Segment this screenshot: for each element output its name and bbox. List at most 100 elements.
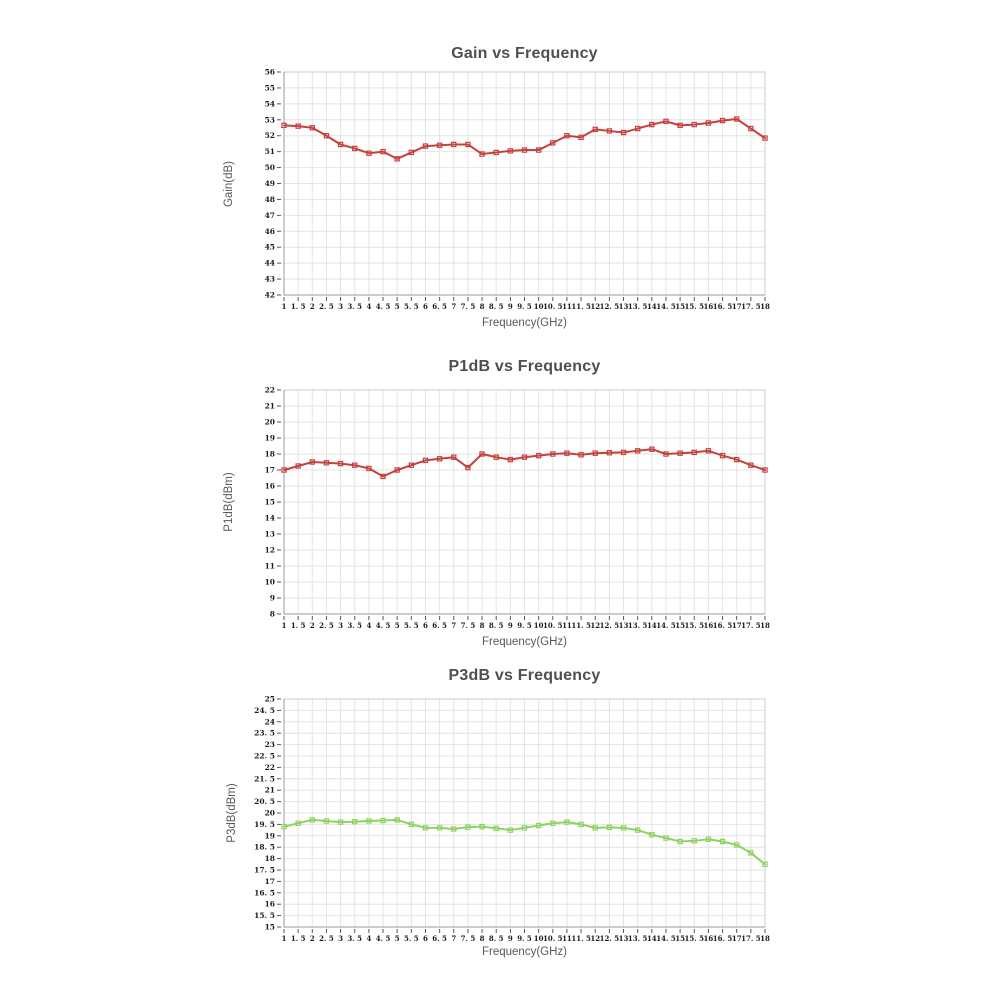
x-tick-label: 16. 5 <box>713 621 733 630</box>
x-tick-label: 13 <box>619 934 629 943</box>
x-tick-label: 11 <box>562 934 572 943</box>
x-tick-label: 3 <box>338 934 343 943</box>
x-tick-label: 10 <box>534 621 544 630</box>
x-tick-label: 10. 5 <box>543 934 563 943</box>
x-tick-label: 14. 5 <box>656 621 676 630</box>
x-tick-label: 8 <box>480 621 485 630</box>
y-tick-label: 18 <box>265 854 275 863</box>
y-tick-label: 23. 5 <box>254 729 275 738</box>
x-tick-label: 2 <box>310 302 315 311</box>
x-tick-label: 11. 5 <box>571 621 591 630</box>
chart3-y-axis-label: P3dB(dBm) <box>226 783 238 843</box>
x-tick-label: 18 <box>760 621 770 630</box>
y-ticks: 15 15. 5 16 16. 5 17 17. 5 18 18. 5 19 19. 5 20 20.… <box>254 695 281 932</box>
y-tick-label: 9 <box>270 594 275 603</box>
series-line <box>283 818 766 866</box>
y-tick-label: 54 <box>265 99 275 108</box>
x-tick-label: 10 <box>534 934 544 943</box>
y-tick-label: 15 <box>265 498 275 507</box>
x-tick-label: 7 <box>451 621 456 630</box>
x-tick-label: 7. 5 <box>461 621 476 630</box>
y-tick-label: 16 <box>265 482 275 491</box>
x-tick-label: 9 <box>508 302 513 311</box>
x-tick-label: 16 <box>704 934 714 943</box>
x-tick-label: 17 <box>732 621 742 630</box>
x-tick-label: 3. 5 <box>347 621 362 630</box>
x-ticks: 1 1. 5 2 2. 5 3 3. 5 4 4. 5 5 5. 5 6 6. 5 7 7. 5 8 8. 5… <box>282 297 770 311</box>
x-tick-label: 17. 5 <box>741 302 761 311</box>
x-tick-label: 14 <box>647 934 657 943</box>
x-tick-label: 18 <box>760 934 770 943</box>
y-tick-label: 25 <box>265 695 275 704</box>
x-tick-label: 9. 5 <box>517 621 532 630</box>
y-ticks: 42 43 44 45 46 47 48 49 50 51 52 53 54 55 56 <box>265 68 281 300</box>
y-tick-label: 20 <box>265 418 275 427</box>
x-tick-label: 1. 5 <box>291 621 306 630</box>
series-line <box>283 117 766 160</box>
x-tick-label: 2 <box>310 934 315 943</box>
x-tick-label: 8. 5 <box>489 934 504 943</box>
chart2-y-axis-label: P1dB(dBm) <box>223 472 235 532</box>
series-p1db <box>281 446 768 480</box>
x-tick-label: 17 <box>732 302 742 311</box>
x-tick-label: 6. 5 <box>432 302 447 311</box>
x-tick-label: 11 <box>562 621 572 630</box>
chart3-x-axis-label: Frequency(GHz) <box>482 946 567 958</box>
y-tick-label: 14 <box>265 514 275 523</box>
y-tick-label: 20 <box>265 809 275 818</box>
y-tick-label: 13 <box>265 530 275 539</box>
x-tick-label: 1 <box>282 934 287 943</box>
x-tick-label: 4 <box>366 934 371 943</box>
x-tick-label: 8. 5 <box>489 302 504 311</box>
x-tick-label: 2 <box>310 621 315 630</box>
y-tick-label: 21 <box>265 402 275 411</box>
y-tick-label: 50 <box>265 163 275 172</box>
x-tick-label: 4. 5 <box>376 621 391 630</box>
x-tick-label: 9 <box>508 934 513 943</box>
x-tick-label: 5. 5 <box>404 934 419 943</box>
x-tick-label: 16. 5 <box>713 934 733 943</box>
x-tick-label: 7. 5 <box>461 302 476 311</box>
y-tick-label: 24. 5 <box>254 706 275 715</box>
y-tick-label: 21. 5 <box>254 774 275 783</box>
y-tick-label: 21 <box>265 786 275 795</box>
y-tick-label: 18. 5 <box>254 843 275 852</box>
x-tick-label: 2. 5 <box>319 621 334 630</box>
series-line <box>283 448 766 478</box>
x-tick-label: 11 <box>562 302 572 311</box>
x-tick-label: 10. 5 <box>543 302 563 311</box>
y-tick-label: 15 <box>265 923 275 932</box>
x-tick-label: 12 <box>590 621 600 630</box>
x-tick-label: 12 <box>590 934 600 943</box>
x-tick-label: 6 <box>423 621 428 630</box>
x-tick-label: 18 <box>760 302 770 311</box>
x-tick-label: 3 <box>338 302 343 311</box>
x-tick-label: 13. 5 <box>628 621 648 630</box>
x-tick-label: 17. 5 <box>741 621 761 630</box>
y-tick-label: 17 <box>265 466 275 475</box>
x-tick-label: 12 <box>590 302 600 311</box>
y-tick-label: 19 <box>265 831 275 840</box>
x-tick-label: 13 <box>619 621 629 630</box>
x-tick-label: 9 <box>508 621 513 630</box>
x-tick-label: 7. 5 <box>461 934 476 943</box>
y-tick-label: 22 <box>265 386 275 395</box>
x-tick-label: 4 <box>366 302 371 311</box>
y-tick-label: 45 <box>265 243 275 252</box>
x-tick-label: 1 <box>282 302 287 311</box>
y-tick-label: 20. 5 <box>254 797 275 806</box>
x-tick-label: 6. 5 <box>432 621 447 630</box>
y-tick-label: 56 <box>265 68 275 77</box>
x-tick-label: 5. 5 <box>404 302 419 311</box>
x-ticks: 1 1. 5 2 2. 5 3 3. 5 4 4. 5 5 5. 5 6 6. 5 7 7. 5 8 8. 5… <box>282 929 770 943</box>
x-ticks: 1 1. 5 2 2. 5 3 3. 5 4 4. 5 5 5. 5 6 6. 5 7 7. 5 8 8. 5… <box>282 616 770 630</box>
x-tick-label: 3. 5 <box>347 934 362 943</box>
x-tick-label: 8. 5 <box>489 621 504 630</box>
x-tick-label: 15 <box>675 302 685 311</box>
y-tick-label: 52 <box>265 131 275 140</box>
x-tick-label: 13 <box>619 302 629 311</box>
y-tick-label: 47 <box>265 211 275 220</box>
x-tick-label: 2. 5 <box>319 934 334 943</box>
x-tick-label: 7 <box>451 302 456 311</box>
y-tick-label: 12 <box>265 546 275 555</box>
